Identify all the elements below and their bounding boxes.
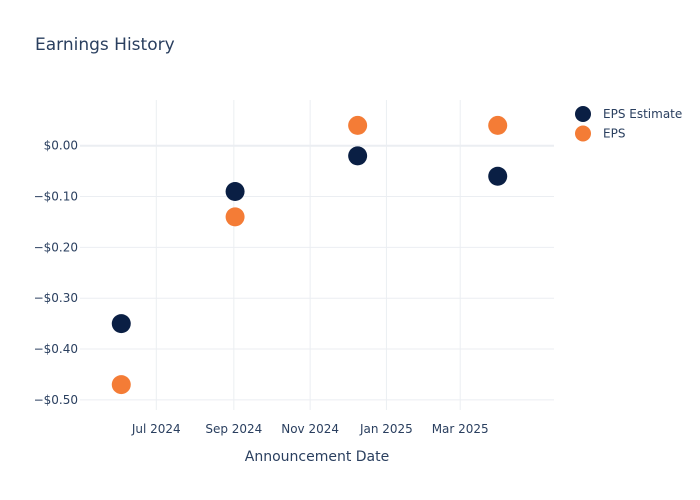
data-points [111,115,508,395]
legend-marker [575,106,591,122]
y-tick-label: −$0.30 [34,291,78,305]
y-axis-ticks: $0.00 −$0.10 −$0.20 −$0.30 −$0.40 −$0.50 [34,139,78,407]
x-tick-label: Jul 2024 [131,422,181,436]
legend-item[interactable]: EPS [575,125,625,142]
legend[interactable]: EPS Estimate EPS [575,106,682,142]
y-tick-label: −$0.10 [34,190,78,204]
x-axis-ticks: Jul 2024 Sep 2024 Nov 2024 Jan 2025 Mar 2025 [131,422,489,436]
x-tick-label: Nov 2024 [281,422,339,436]
data-point [111,314,131,334]
data-point [348,115,368,135]
gridlines [80,100,554,410]
data-point [111,375,131,395]
x-tick-label: Jan 2025 [359,422,413,436]
data-point [488,166,508,186]
y-tick-label: −$0.40 [34,342,78,356]
legend-label: EPS [603,127,625,141]
legend-marker [575,125,591,142]
data-point [225,207,245,227]
x-tick-label: Sep 2024 [205,422,262,436]
y-tick-label: −$0.20 [34,240,78,254]
chart-title: Earnings History [35,35,175,55]
y-tick-label: −$0.50 [34,393,78,407]
legend-item[interactable]: EPS Estimate [575,106,682,122]
x-axis-title: Announcement Date [245,449,389,465]
data-point [488,115,508,135]
x-tick-label: Mar 2025 [432,422,489,436]
y-tick-label: $0.00 [44,139,78,153]
legend-label: EPS Estimate [603,107,682,121]
data-point [225,181,245,201]
data-point [348,146,368,166]
